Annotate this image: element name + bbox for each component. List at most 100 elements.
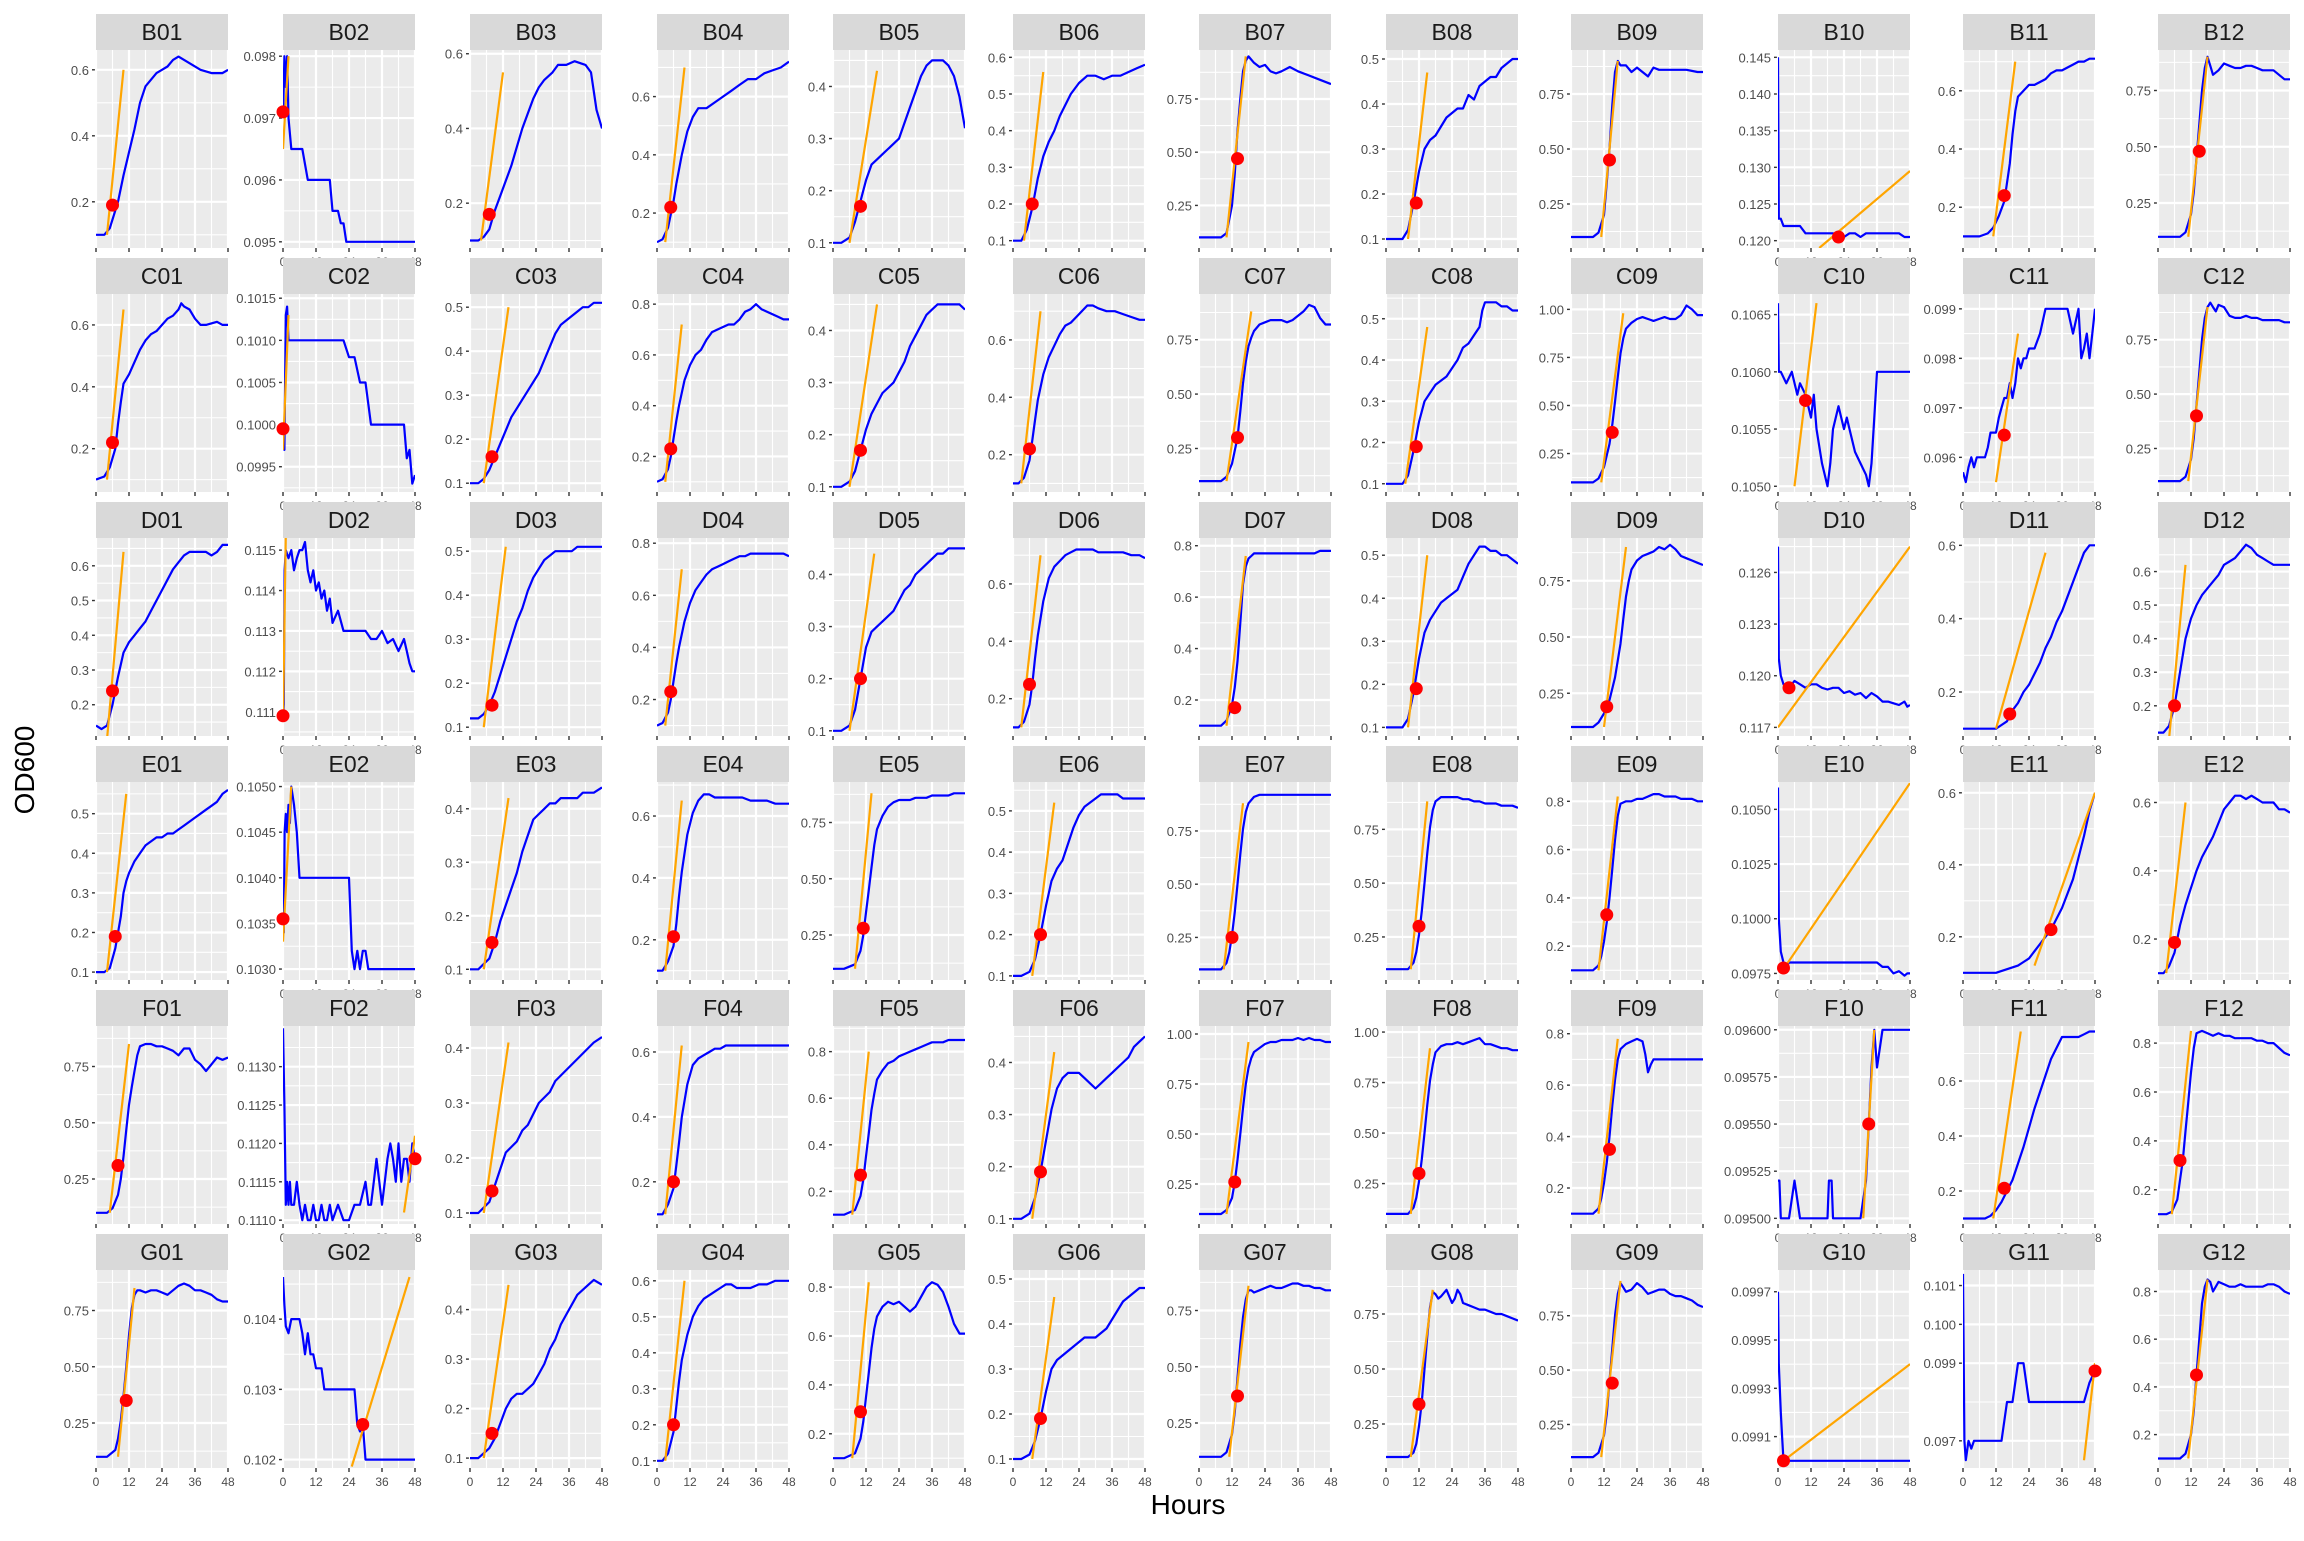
growth-curve-line bbox=[2158, 1029, 2290, 1216]
y-tick-label: 0.25 bbox=[1167, 441, 1192, 456]
strip-D06 bbox=[1013, 502, 1145, 538]
fit-line bbox=[851, 1051, 870, 1215]
strip-label: F12 bbox=[2204, 995, 2244, 1021]
y-tick-label: 0.2 bbox=[445, 1151, 463, 1166]
y-tick-label: 0.50 bbox=[2126, 140, 2151, 155]
fit-line bbox=[1597, 1038, 1619, 1214]
strip-F06 bbox=[1013, 990, 1145, 1026]
y-tick-label: 0.126 bbox=[1738, 565, 1771, 580]
x-tick-label: 24 bbox=[2022, 1475, 2036, 1489]
inflection-point bbox=[1034, 1412, 1047, 1425]
strip-C04 bbox=[657, 258, 789, 294]
fit-line bbox=[2187, 306, 2209, 482]
y-tick-label: 0.2 bbox=[445, 676, 463, 691]
x-tick-label: 36 bbox=[2055, 1475, 2069, 1489]
y-tick-label: 0.2 bbox=[2133, 1428, 2151, 1443]
y-tick-label: 0.3 bbox=[988, 160, 1006, 175]
x-tick-label: 0 bbox=[2155, 1475, 2162, 1489]
strip-F08 bbox=[1386, 990, 1518, 1026]
panel-B06: B06 0.1 0.2 0.3 0.4 0.5 0.6 bbox=[988, 14, 1147, 252]
panel-data-D08 bbox=[1386, 545, 1518, 729]
x-tick-label: 0 bbox=[1960, 1475, 1967, 1489]
growth-curve-line bbox=[96, 789, 228, 974]
x-tick-label: 48 bbox=[782, 1475, 796, 1489]
y-tick-label: 0.4 bbox=[2133, 864, 2151, 879]
strip-F10 bbox=[1778, 990, 1910, 1026]
growth-curve-line bbox=[657, 303, 789, 483]
strip-label: E05 bbox=[879, 751, 920, 777]
y-tick-label: 0.4 bbox=[632, 1110, 650, 1125]
strip-B08 bbox=[1386, 14, 1518, 50]
y-tick-label: 0.6 bbox=[988, 333, 1006, 348]
x-tick-label: 0 bbox=[1010, 1475, 1017, 1489]
y-tick-label: 0.25 bbox=[1167, 930, 1192, 945]
strip-label: C02 bbox=[328, 263, 370, 289]
y-tick-label: 0.8 bbox=[2133, 1284, 2151, 1299]
panel-C03: C03 0.1 0.2 0.3 0.4 0.5 bbox=[445, 258, 604, 496]
y-tick-label: 0.6 bbox=[71, 318, 89, 333]
panel-B01: B01 0.2 0.4 0.6 bbox=[71, 14, 230, 252]
growth-curve-line bbox=[1778, 1028, 1910, 1220]
y-tick-label: 0.25 bbox=[1167, 1177, 1192, 1192]
inflection-point bbox=[2173, 1153, 2187, 1167]
growth-curve-line bbox=[470, 545, 602, 720]
fit-line bbox=[848, 304, 879, 487]
fit-line bbox=[283, 538, 287, 720]
y-tick-label: 0.6 bbox=[632, 90, 650, 105]
fit-line bbox=[105, 793, 128, 973]
panel-data-B09 bbox=[1571, 59, 1703, 239]
panel-C09: C09 0.25 0.50 0.75 1.00 bbox=[1539, 258, 1705, 496]
y-tick-label: 0.4 bbox=[988, 1055, 1006, 1070]
strip-label: D08 bbox=[1431, 507, 1473, 533]
strip-F12 bbox=[2158, 990, 2290, 1026]
y-tick-label: 0.6 bbox=[988, 50, 1006, 65]
inflection-point bbox=[2190, 409, 2203, 423]
panel-data-D03 bbox=[470, 545, 602, 728]
y-tick-label: 0.6 bbox=[71, 63, 89, 78]
panel-F08: F08 0.25 0.50 0.75 1.00 bbox=[1354, 990, 1520, 1228]
y-tick-label: 0.4 bbox=[1938, 1129, 1956, 1144]
y-tick-label: 0.50 bbox=[801, 872, 826, 887]
y-tick-label: 0.1 bbox=[988, 234, 1006, 249]
panel-E07: E07 0.25 0.50 0.75 bbox=[1167, 746, 1333, 984]
inflection-point bbox=[1997, 428, 2011, 442]
strip-label: F02 bbox=[329, 995, 369, 1021]
y-tick-label: 0.4 bbox=[1546, 891, 1564, 906]
y-tick-label: 0.2 bbox=[1938, 200, 1956, 215]
y-tick-label: 0.6 bbox=[445, 47, 463, 62]
inflection-point bbox=[1600, 700, 1614, 714]
y-tick-label: 0.2 bbox=[1361, 436, 1379, 451]
x-axis-title: Hours bbox=[1151, 1489, 1226, 1520]
y-tick-label: 0.75 bbox=[1539, 87, 1564, 102]
strip-G10 bbox=[1778, 1234, 1910, 1270]
y-tick-label: 0.4 bbox=[2133, 1380, 2151, 1395]
y-tick-label: 0.4 bbox=[632, 871, 650, 886]
x-tick-label: 12 bbox=[309, 1475, 323, 1489]
panel-data-G05 bbox=[833, 1281, 965, 1460]
fit-line bbox=[853, 793, 873, 969]
inflection-point bbox=[1228, 1175, 1242, 1189]
y-tick-label: 0.50 bbox=[1539, 630, 1564, 645]
panel-G02: G02 0.102 0.103 0.104 0 12 24 36 48 bbox=[243, 1234, 422, 1489]
panel-G08: G08 0.25 0.50 0.75 0 12 24 36 48 bbox=[1354, 1234, 1525, 1489]
strip-F05 bbox=[833, 990, 965, 1026]
y-tick-label: 0.5 bbox=[71, 807, 89, 822]
strip-label: G12 bbox=[2202, 1239, 2245, 1265]
y-tick-label: 0.50 bbox=[1167, 1127, 1192, 1142]
y-tick-label: 0.8 bbox=[1546, 794, 1564, 809]
y-tick-label: 0.3 bbox=[632, 1382, 650, 1397]
strip-label: B01 bbox=[142, 19, 183, 45]
inflection-point bbox=[1409, 196, 1423, 210]
growth-curve-line bbox=[1963, 544, 2095, 730]
y-tick-label: 0.140 bbox=[1738, 87, 1771, 102]
panel-data-G08 bbox=[1386, 1288, 1518, 1459]
y-tick-label: 0.1 bbox=[988, 969, 1006, 984]
x-tick-label: 48 bbox=[2088, 1475, 2102, 1489]
inflection-point bbox=[2168, 935, 2181, 949]
strip-label: G01 bbox=[140, 1239, 183, 1265]
y-tick-label: 0.2 bbox=[988, 197, 1006, 212]
y-tick-label: 0.1 bbox=[1361, 477, 1379, 492]
